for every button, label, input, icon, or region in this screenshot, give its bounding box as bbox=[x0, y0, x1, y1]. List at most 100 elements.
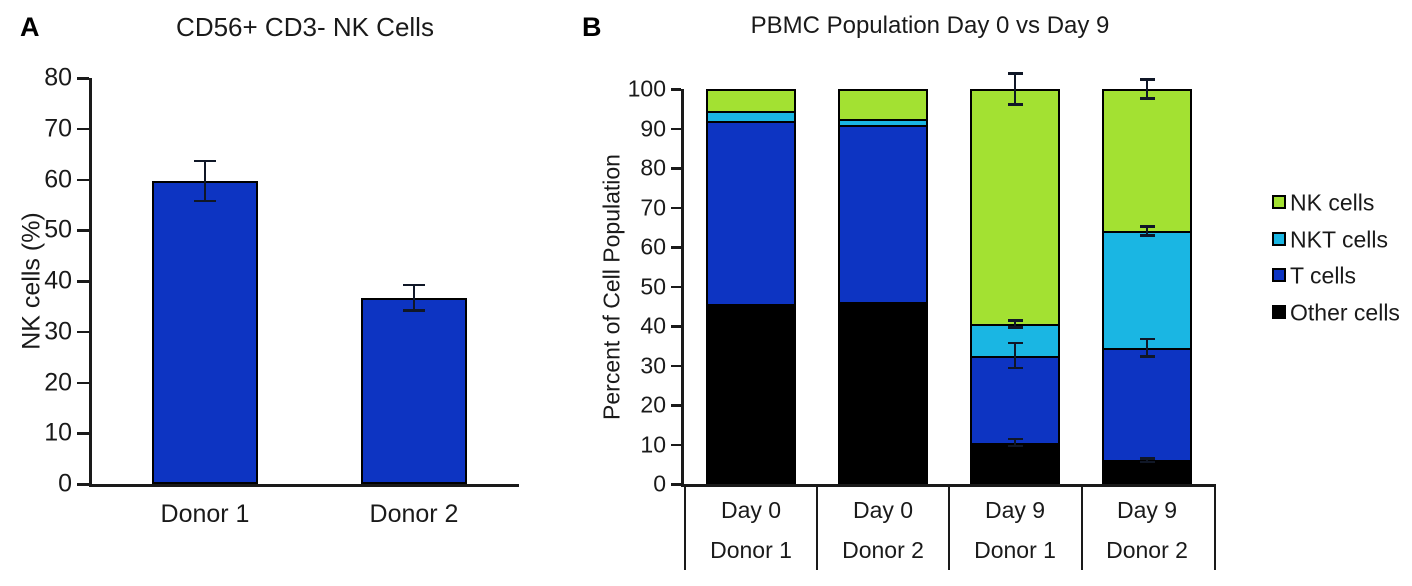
panel-b-y-tick-label: 50 bbox=[640, 273, 666, 299]
panel-b-error-bar-3-4-cap-top bbox=[1007, 72, 1023, 75]
segment-nk-cells-bar-3 bbox=[970, 89, 1060, 325]
panel-b-error-bar-3-2-cap-bottom bbox=[1007, 366, 1023, 370]
panel-a-x-axis bbox=[89, 484, 519, 487]
panel-a-x-category-label: Donor 2 bbox=[369, 500, 459, 528]
panel-b-y-tick-label: 90 bbox=[640, 115, 666, 141]
panel-a-x-category-label: Donor 1 bbox=[160, 500, 250, 528]
panel-a-y-tick-label: 0 bbox=[58, 469, 72, 498]
panel-b-x-category-donor: Donor 1 bbox=[710, 537, 792, 563]
segment-t-cells-bar-1 bbox=[706, 120, 796, 305]
segment-nk-cells-bar-4 bbox=[1102, 89, 1192, 232]
panel-b-error-bar-3-3-cap-bottom bbox=[1007, 326, 1023, 329]
panel-a-y-tick bbox=[77, 178, 89, 181]
panel-b-error-bar-4-3 bbox=[1145, 226, 1149, 236]
panel-b-y-tick-label: 60 bbox=[640, 233, 666, 260]
panel-a-error-bar-1-cap-bottom bbox=[194, 199, 216, 203]
panel-b-y-tick bbox=[671, 88, 681, 91]
panel-b-y-axis bbox=[681, 89, 684, 486]
panel-b-category-separator bbox=[815, 485, 818, 570]
panel-a-y-tick bbox=[77, 229, 89, 232]
panel-b-category-separator bbox=[1081, 485, 1083, 570]
panel-a-y-tick bbox=[77, 77, 89, 80]
panel-a-y-tick bbox=[77, 127, 89, 131]
legend-label-nk-cells: NK cells bbox=[1290, 189, 1375, 216]
panel-a-y-tick bbox=[77, 280, 89, 283]
panel-b-label: B bbox=[582, 12, 602, 42]
panel-b-y-tick bbox=[671, 443, 681, 446]
panel-b-category-separator bbox=[947, 485, 950, 570]
panel-a-error-bar-1 bbox=[203, 160, 207, 202]
panel-b-error-bar-3-2 bbox=[1013, 342, 1017, 369]
panel-b-y-tick-label: 80 bbox=[640, 154, 666, 181]
panel-b-error-bar-4-3-cap-bottom bbox=[1139, 234, 1155, 237]
panel-b-error-bar-4-3-cap-top bbox=[1139, 225, 1155, 228]
panel-b-y-tick bbox=[671, 246, 681, 249]
panel-a-y-tick-label: 10 bbox=[44, 418, 72, 447]
panel-a-y-tick-label: 20 bbox=[44, 368, 72, 396]
panel-b-error-bar-4-1-cap-top bbox=[1139, 457, 1155, 460]
panel-b-y-tick bbox=[671, 167, 681, 170]
segment-other-cells-bar-2 bbox=[838, 302, 928, 484]
panel-b-error-bar-4-4 bbox=[1145, 79, 1149, 99]
segment-nkt-cells-bar-4 bbox=[1102, 231, 1192, 348]
panel-a-y-tick-label: 80 bbox=[44, 63, 72, 92]
panel-b-error-bar-4-4-cap-bottom bbox=[1139, 97, 1155, 100]
panel-b-error-bar-4-1 bbox=[1145, 458, 1149, 463]
segment-t-cells-bar-3 bbox=[970, 355, 1060, 443]
panel-a-y-tick bbox=[77, 330, 89, 334]
panel-b-y-tick bbox=[671, 325, 681, 328]
panel-b-y-tick-label: 100 bbox=[627, 75, 666, 102]
panel-a-y-tick-label: 40 bbox=[44, 266, 72, 295]
panel-b-error-bar-3-1-cap-top bbox=[1007, 437, 1023, 441]
panel-b-y-tick bbox=[671, 206, 681, 209]
panel-b-x-category-day: Day 0 bbox=[720, 497, 782, 523]
panel-b-error-bar-3-3-cap-top bbox=[1007, 319, 1023, 322]
panel-b-error-bar-3-2-cap-top bbox=[1007, 341, 1023, 345]
legend-label-t-cells: T cells bbox=[1290, 262, 1357, 289]
segment-nkt-cells-bar-2 bbox=[838, 118, 928, 125]
panel-b-y-tick bbox=[671, 285, 681, 288]
segment-nk-cells-bar-1 bbox=[706, 89, 796, 111]
panel-b-y-tick-label: 10 bbox=[640, 431, 666, 457]
panel-b-title: PBMC Population Day 0 vs Day 9 bbox=[750, 12, 1110, 39]
segment-t-cells-bar-4 bbox=[1102, 347, 1192, 461]
legend-label-other-cells: Other cells bbox=[1290, 299, 1400, 325]
panel-a-error-bar-2-cap-bottom bbox=[403, 309, 425, 312]
panel-a-error-bar-2 bbox=[412, 284, 416, 311]
panel-a-y-tick-label: 30 bbox=[44, 317, 72, 346]
panel-b-error-bar-3-1 bbox=[1013, 438, 1017, 447]
segment-other-cells-bar-4 bbox=[1102, 460, 1192, 484]
panel-b-error-bar-3-3 bbox=[1013, 320, 1017, 328]
segment-t-cells-bar-2 bbox=[838, 124, 928, 303]
legend-swatch-t-cells bbox=[1272, 268, 1286, 282]
panel-b-x-category-day: Day 9 bbox=[984, 497, 1046, 523]
panel-b-error-bar-4-1-cap-bottom bbox=[1139, 460, 1155, 464]
legend-swatch-nk-cells bbox=[1272, 195, 1286, 209]
panel-a-title: CD56+ CD3- NK Cells bbox=[176, 12, 434, 42]
panel-b-error-bar-4-4-cap-top bbox=[1139, 78, 1155, 81]
segment-nkt-cells-bar-1 bbox=[706, 110, 796, 121]
panel-b-error-bar-4-2-cap-top bbox=[1139, 337, 1155, 341]
panel-b-category-separator bbox=[683, 485, 686, 570]
bar-donor-1 bbox=[152, 181, 258, 484]
panel-a-y-tick-label: 50 bbox=[44, 215, 72, 244]
segment-other-cells-bar-1 bbox=[706, 304, 796, 484]
panel-b-y-tick-label: 30 bbox=[640, 352, 666, 378]
bar-donor-2 bbox=[361, 297, 467, 484]
legend-swatch-other-cells bbox=[1272, 304, 1286, 319]
panel-b-x-category-day: Day 9 bbox=[1116, 497, 1178, 523]
panel-a-y-tick bbox=[77, 432, 89, 435]
segment-other-cells-bar-3 bbox=[970, 442, 1060, 484]
panel-b-category-separator bbox=[1213, 485, 1216, 570]
panel-b-error-bar-3-1-cap-bottom bbox=[1007, 444, 1023, 448]
panel-a-error-bar-2-cap-top bbox=[403, 283, 425, 287]
panel-b-y-tick-label: 0 bbox=[653, 470, 666, 497]
panel-b-x-category-donor: Donor 2 bbox=[1106, 537, 1188, 563]
panel-b-y-tick bbox=[671, 404, 681, 407]
panel-a-label: A bbox=[20, 12, 40, 42]
panel-a-y-axis bbox=[89, 78, 92, 486]
panel-a-y-tick bbox=[77, 483, 89, 486]
panel-a-y-tick-label: 60 bbox=[44, 165, 72, 193]
panel-b-x-category-donor: Donor 1 bbox=[974, 537, 1056, 563]
